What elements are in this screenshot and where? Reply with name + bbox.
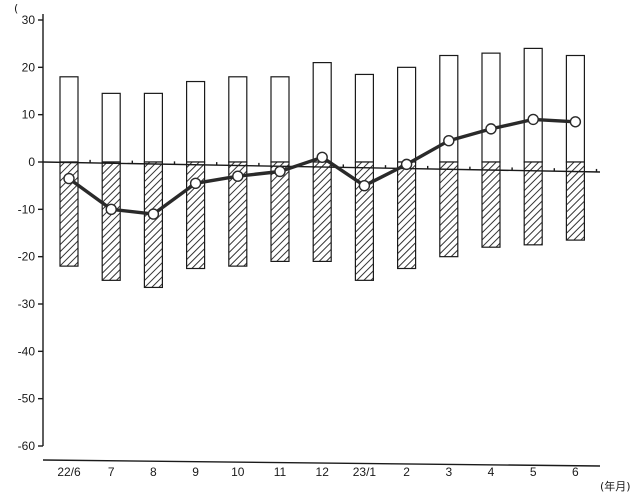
- x-tick-label: 7: [108, 465, 115, 479]
- x-tick-label: 5: [530, 465, 537, 479]
- y-tick-label: 30: [22, 13, 36, 27]
- bars-positive-series: [59, 47, 586, 163]
- x-tick-label: 23/1: [353, 465, 377, 479]
- y-axis-ticks: 30 20 10 0 -10 -20 -30 -40 -50 -60: [18, 13, 598, 453]
- bars-negative-series: [59, 161, 586, 289]
- bar-negative-2: [143, 161, 163, 289]
- x-tick-label: 3: [445, 465, 452, 479]
- x-axis-ticks: 22/6 7 8 9 10 11 12 23/1 2 3 4 5 6: [57, 465, 579, 479]
- bar-positive-8: [397, 66, 417, 163]
- x-tick-label: 6: [572, 465, 579, 479]
- bar-positive-10: [481, 52, 501, 163]
- bar-negative-9: [439, 161, 459, 258]
- line-point-3: [189, 177, 202, 190]
- bar-positive-4: [228, 76, 248, 163]
- x-unit-label: (年月): [600, 479, 631, 493]
- bar-positive-6: [312, 61, 332, 163]
- x-tick-label: 8: [150, 465, 157, 479]
- bar-negative-8: [397, 161, 417, 270]
- bar-negative-1: [101, 161, 121, 281]
- x-tick-label: 2: [403, 465, 410, 479]
- y-tick-label: -30: [18, 297, 36, 311]
- line-point-6: [316, 151, 328, 163]
- x-tick-label: 22/6: [57, 465, 81, 479]
- y-tick-label: -10: [18, 202, 36, 216]
- x-tick-label: 4: [488, 465, 495, 479]
- bar-negative-5: [270, 161, 290, 263]
- line-point-4: [232, 170, 244, 182]
- x-tick-label: 10: [231, 465, 245, 479]
- zero-line: [42, 161, 601, 173]
- x-tick-label: 11: [274, 465, 287, 479]
- y-unit-mark: (: [14, 2, 18, 15]
- y-tick-label: 20: [22, 60, 36, 74]
- y-tick-label: 0: [28, 155, 35, 169]
- bar-negative-12: [565, 161, 586, 241]
- bar-positive-3: [186, 80, 206, 163]
- line-point-8: [400, 158, 413, 171]
- bar-positive-1: [101, 92, 121, 163]
- x-tick-label: 9: [192, 465, 199, 479]
- y-tick-label: -60: [18, 439, 36, 453]
- x-tick-label: 12: [316, 465, 330, 479]
- bar-negative-10: [481, 161, 501, 248]
- line-point-5: [274, 165, 286, 178]
- line-point-0: [63, 172, 75, 185]
- bar-negative-6: [312, 161, 332, 263]
- y-tick-label: -20: [18, 250, 36, 264]
- bar-positive-5: [270, 76, 290, 163]
- y-tick-label: 10: [22, 108, 36, 122]
- line-point-10: [485, 123, 497, 135]
- line-point-2: [147, 208, 160, 220]
- bar-positive-7: [354, 73, 374, 163]
- line-point-1: [105, 203, 117, 216]
- bar-positive-2: [143, 92, 163, 163]
- bar-negative-7: [354, 161, 374, 281]
- x-axis-baseline: [42, 459, 601, 467]
- y-tick-label: -40: [18, 344, 36, 358]
- y-tick-label: -50: [18, 392, 36, 406]
- bar-negative-4: [228, 161, 248, 267]
- bar-negative-11: [523, 161, 543, 246]
- bar-positive-12: [565, 54, 586, 163]
- bar-positive-11: [523, 47, 543, 163]
- line-point-12: [569, 116, 582, 128]
- bar-positive-0: [59, 76, 79, 163]
- line-point-11: [527, 113, 539, 126]
- line-point-7: [358, 179, 371, 192]
- line-point-9: [443, 134, 455, 147]
- line-series-points: [63, 113, 582, 220]
